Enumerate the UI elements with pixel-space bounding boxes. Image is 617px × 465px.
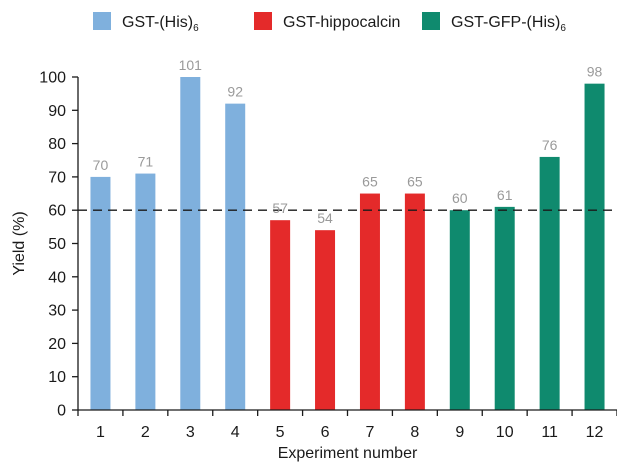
x-tick-label-12: 12 bbox=[586, 424, 604, 441]
x-tick-label-7: 7 bbox=[366, 424, 375, 441]
x-tick-label-4: 4 bbox=[231, 424, 240, 441]
bars-group bbox=[90, 77, 605, 410]
y-tick-label-60: 60 bbox=[48, 203, 66, 220]
data-label-4: 92 bbox=[227, 84, 243, 100]
bar-1 bbox=[90, 176, 111, 410]
legend-label: GST-GFP-(His)6 bbox=[451, 14, 566, 34]
y-tick-label-10: 10 bbox=[48, 369, 66, 386]
y-tick-label-90: 90 bbox=[48, 103, 66, 120]
bar-11 bbox=[539, 156, 560, 410]
bar-5 bbox=[270, 220, 291, 410]
legend-swatch bbox=[422, 12, 440, 30]
bar-9 bbox=[449, 210, 470, 410]
bar-3 bbox=[180, 77, 201, 410]
data-label-5: 57 bbox=[272, 200, 288, 216]
legend-item-2: GST-hippocalcin bbox=[254, 12, 400, 31]
legend-item-3: GST-GFP-(His)6 bbox=[422, 12, 566, 34]
legend-label: GST-hippocalcin bbox=[283, 14, 400, 31]
x-tick-label-5: 5 bbox=[276, 424, 285, 441]
bar-4 bbox=[225, 103, 246, 410]
y-tick-label-50: 50 bbox=[48, 236, 66, 253]
x-tick-label-9: 9 bbox=[455, 424, 464, 441]
y-tick-label-70: 70 bbox=[48, 169, 66, 186]
x-tick-label-6: 6 bbox=[321, 424, 330, 441]
x-tick-label-3: 3 bbox=[186, 424, 195, 441]
x-tick-label-8: 8 bbox=[410, 424, 419, 441]
bar-12 bbox=[584, 83, 605, 410]
x-tick-label-1: 1 bbox=[96, 424, 105, 441]
legend: GST-(His)6 GST-hippocalcin GST-GFP-(His)6 bbox=[93, 12, 566, 34]
data-label-10: 61 bbox=[497, 187, 513, 203]
data-label-11: 76 bbox=[542, 137, 558, 153]
bar-8 bbox=[404, 193, 425, 410]
x-axis-title: Experiment number bbox=[278, 445, 418, 462]
data-label-8: 65 bbox=[407, 174, 423, 190]
y-tick-label-0: 0 bbox=[57, 403, 66, 420]
legend-swatch bbox=[93, 12, 111, 30]
legend-label-subscript: 6 bbox=[560, 23, 566, 34]
legend-item-1: GST-(His)6 bbox=[93, 12, 199, 34]
data-label-12: 98 bbox=[587, 64, 603, 80]
x-tick-label-11: 11 bbox=[541, 424, 558, 441]
legend-swatch bbox=[254, 12, 272, 30]
x-tick-label-2: 2 bbox=[141, 424, 150, 441]
bar-6 bbox=[315, 230, 336, 410]
data-label-7: 65 bbox=[362, 174, 378, 190]
data-label-9: 60 bbox=[452, 190, 468, 206]
data-label-3: 101 bbox=[179, 57, 203, 73]
y-axis-title: Yield (%) bbox=[11, 211, 28, 275]
bar-10 bbox=[494, 206, 515, 410]
data-label-2: 71 bbox=[138, 154, 154, 170]
legend-label-subscript: 6 bbox=[193, 23, 199, 34]
bar-7 bbox=[359, 193, 380, 410]
data-labels-group: 70 71 101 92 57 54 65 65 60 61 76 98 bbox=[93, 57, 603, 226]
data-label-1: 70 bbox=[93, 157, 109, 173]
y-tick-label-80: 80 bbox=[48, 136, 66, 153]
y-tick-label-100: 100 bbox=[39, 70, 66, 87]
bar-2 bbox=[135, 173, 156, 410]
y-tick-label-20: 20 bbox=[48, 336, 66, 353]
data-label-6: 54 bbox=[317, 210, 333, 226]
y-tick-label-30: 30 bbox=[48, 303, 66, 320]
x-tick-label-10: 10 bbox=[496, 424, 514, 441]
legend-label: GST-(His)6 bbox=[122, 14, 199, 34]
y-tick-label-40: 40 bbox=[48, 269, 66, 286]
